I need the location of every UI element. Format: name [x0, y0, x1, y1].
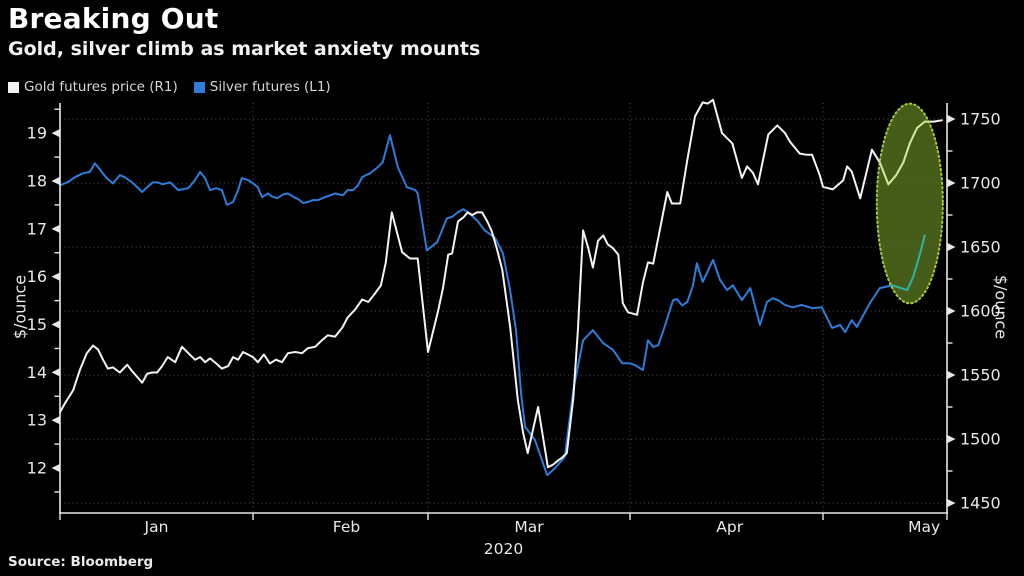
chart-legend: Gold futures price (R1) Silver futures (…: [8, 79, 331, 95]
svg-text:12: 12: [27, 459, 47, 478]
svg-text:15: 15: [27, 315, 47, 334]
series-lines: [59, 98, 943, 477]
silver-swatch-icon: [193, 81, 205, 93]
gold-line: [59, 98, 943, 469]
page-title: Breaking Out: [8, 2, 219, 35]
svg-text:1500: 1500: [960, 430, 1001, 449]
svg-text:Apr: Apr: [716, 518, 743, 536]
svg-text:1550: 1550: [960, 366, 1001, 385]
svg-text:May: May: [908, 518, 940, 536]
svg-text:Mar: Mar: [514, 518, 544, 536]
svg-text:1700: 1700: [960, 174, 1001, 193]
legend-item-silver: Silver futures (L1): [193, 79, 331, 95]
left-axis: 12 13 14 15 16 17 18 19: [27, 108, 60, 493]
silver-line: [59, 134, 926, 477]
gold-swatch-icon: [8, 81, 19, 93]
svg-text:14: 14: [27, 363, 47, 382]
svg-text:19: 19: [27, 124, 47, 143]
source-attribution: Source: Bloomberg: [8, 554, 154, 570]
legend-label-gold: Gold futures price (R1): [24, 79, 178, 95]
grid-lines: [60, 103, 947, 512]
svg-text:Feb: Feb: [333, 518, 360, 536]
svg-text:13: 13: [27, 411, 47, 430]
svg-text:17: 17: [27, 219, 47, 238]
svg-text:18: 18: [27, 171, 47, 190]
legend-label-silver: Silver futures (L1): [209, 79, 331, 95]
svg-text:1450: 1450: [960, 494, 1001, 513]
legend-item-gold: Gold futures price (R1): [8, 79, 178, 95]
svg-text:16: 16: [27, 267, 47, 286]
svg-text:1750: 1750: [960, 110, 1001, 129]
svg-text:2020: 2020: [484, 540, 523, 558]
svg-text:1650: 1650: [960, 238, 1001, 257]
x-axis: Jan Feb Mar Apr May 2020: [59, 513, 948, 558]
svg-text:1600: 1600: [960, 302, 1001, 321]
svg-text:Jan: Jan: [144, 518, 169, 536]
right-axis: 1450 1500 1550 1600 1650 1700 1750: [947, 110, 1001, 513]
chart-subtitle: Gold, silver climb as market anxiety mou…: [8, 38, 481, 60]
highlight-ellipse: [875, 102, 944, 305]
